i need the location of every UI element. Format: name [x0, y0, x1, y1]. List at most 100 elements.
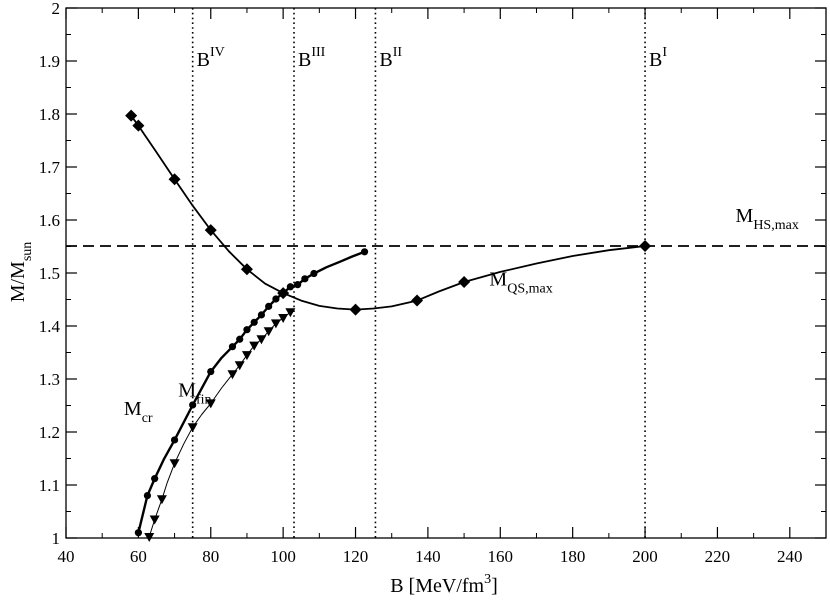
point-m-fin-8	[241, 351, 252, 361]
point-m-qs-max-9	[639, 239, 652, 252]
x-tick-label-60: 60	[130, 547, 147, 566]
point-m-fin-9	[249, 341, 260, 351]
point-m-cr-4	[189, 401, 197, 409]
x-tick-label-40: 40	[58, 547, 75, 566]
vline-label-b-iv: BIV	[197, 45, 225, 71]
vline-label-main: B	[298, 49, 311, 71]
x-axis-title-close: ]	[491, 575, 498, 597]
vline-label-sup: III	[311, 45, 325, 60]
point-m-cr-16	[301, 275, 309, 283]
point-m-cr-14	[286, 283, 294, 291]
label-m-qs-max-sub: QS,max	[507, 282, 553, 297]
point-m-cr-18	[360, 248, 369, 256]
point-m-cr-10	[257, 311, 266, 319]
vline-label-b-i: BI	[649, 45, 667, 71]
point-m-cr-8	[243, 326, 251, 334]
y-tick-label-1.1: 1.1	[39, 476, 60, 495]
vline-label-sup: II	[393, 45, 403, 60]
point-m-fin-2	[156, 495, 167, 505]
label-m-fin: Mfin	[178, 379, 211, 407]
x-tick-label-240: 240	[777, 547, 803, 566]
label-m-fin-main: M	[178, 379, 196, 401]
label-m-qs-max-main: M	[489, 269, 507, 291]
point-m-cr-2	[151, 475, 159, 483]
x-axis-title: B [MeV/fm3]	[390, 572, 498, 597]
x-axis-title-sup: 3	[484, 572, 491, 587]
point-m-qs-max-6	[349, 303, 362, 316]
point-m-fin-1	[149, 515, 160, 525]
point-m-qs-max-2	[168, 173, 181, 186]
reference-lines: BIV BIII BII BI	[66, 8, 826, 538]
x-tick-label-140: 140	[415, 547, 441, 566]
axes-layer: 40 60 80 100 120 140 160 180 200 220 240 1 1.1 1.2 1.3…	[39, 0, 827, 566]
x-tick-label-200: 200	[632, 547, 658, 566]
y-tick-label-1: 1	[52, 529, 61, 548]
y-tick-label-1.4: 1.4	[39, 317, 61, 336]
point-m-fin-5	[205, 399, 216, 409]
y-axis-title-sub: sun	[20, 242, 35, 261]
vline-label-main: B	[197, 49, 210, 71]
point-m-cr-17	[310, 269, 318, 278]
y-tick-label-1.2: 1.2	[39, 423, 60, 442]
vline-label-b-ii: BII	[379, 45, 402, 71]
point-m-fin-12	[270, 319, 281, 329]
point-m-qs-max-8	[458, 276, 471, 289]
vline-label-b-iii: BIII	[298, 45, 326, 71]
label-m-cr-main: M	[124, 398, 142, 420]
series-layer	[125, 109, 652, 542]
y-axis-title-main: M/M	[7, 261, 29, 302]
x-tick-label-180: 180	[560, 547, 586, 566]
label-m-hs-max: MHS,max	[736, 205, 799, 233]
vline-label-sup: IV	[210, 45, 225, 60]
label-m-cr-sub: cr	[142, 411, 153, 426]
x-tick-label-220: 220	[705, 547, 731, 566]
series-line-m-qs-max	[130, 115, 646, 311]
point-m-qs-max-4	[240, 263, 253, 276]
point-m-fin-6	[227, 370, 238, 380]
point-m-fin-7	[234, 361, 245, 371]
label-m-fin-sub: fin	[196, 392, 212, 407]
vline-label-main: B	[649, 49, 662, 71]
point-m-fin-13	[278, 314, 289, 324]
label-m-qs-max: MQS,max	[489, 269, 552, 297]
x-tick-label-100: 100	[270, 547, 296, 566]
x-tick-label-80: 80	[202, 547, 219, 566]
point-m-cr-9	[250, 318, 258, 326]
point-m-cr-3	[170, 436, 179, 444]
point-m-cr-15	[294, 281, 302, 289]
x-tick-label-120: 120	[343, 547, 369, 566]
y-tick-label-1.8: 1.8	[39, 105, 60, 124]
y-tick-label-1.6: 1.6	[39, 211, 60, 230]
vline-label-main: B	[379, 49, 392, 71]
y-tick-label-1.3: 1.3	[39, 370, 60, 389]
vline-label-sup: I	[662, 45, 667, 60]
point-m-cr-13	[279, 289, 287, 297]
y-tick-label-1.9: 1.9	[39, 52, 60, 71]
y-tick-label-2: 2	[52, 0, 61, 18]
label-m-hs-max-sub: HS,max	[753, 218, 799, 233]
point-m-fin-4	[187, 423, 198, 433]
y-axis-title: M/Msun	[7, 242, 35, 303]
point-m-cr-7	[236, 335, 244, 343]
label-m-cr: Mcr	[124, 398, 153, 426]
x-axis-title-main: B [MeV/fm	[390, 575, 484, 597]
point-m-fin-3	[169, 459, 180, 469]
point-m-fin-10	[256, 335, 267, 345]
point-m-cr-12	[272, 295, 280, 303]
point-m-cr-11	[265, 302, 273, 310]
y-tick-label-1.5: 1.5	[39, 264, 60, 283]
x-tick-label-160: 160	[488, 547, 514, 566]
point-m-fin-14	[285, 308, 296, 318]
point-m-qs-max-7	[411, 294, 424, 307]
point-m-cr-5	[207, 367, 215, 376]
point-m-cr-6	[228, 343, 237, 351]
y-tick-label-1.7: 1.7	[39, 158, 61, 177]
point-m-qs-max-1	[132, 119, 145, 132]
point-m-cr-1	[143, 492, 152, 500]
label-m-hs-max-main: M	[736, 205, 754, 227]
point-m-qs-max-0	[125, 109, 138, 122]
point-m-fin-11	[263, 327, 274, 337]
point-m-qs-max-3	[204, 224, 217, 237]
